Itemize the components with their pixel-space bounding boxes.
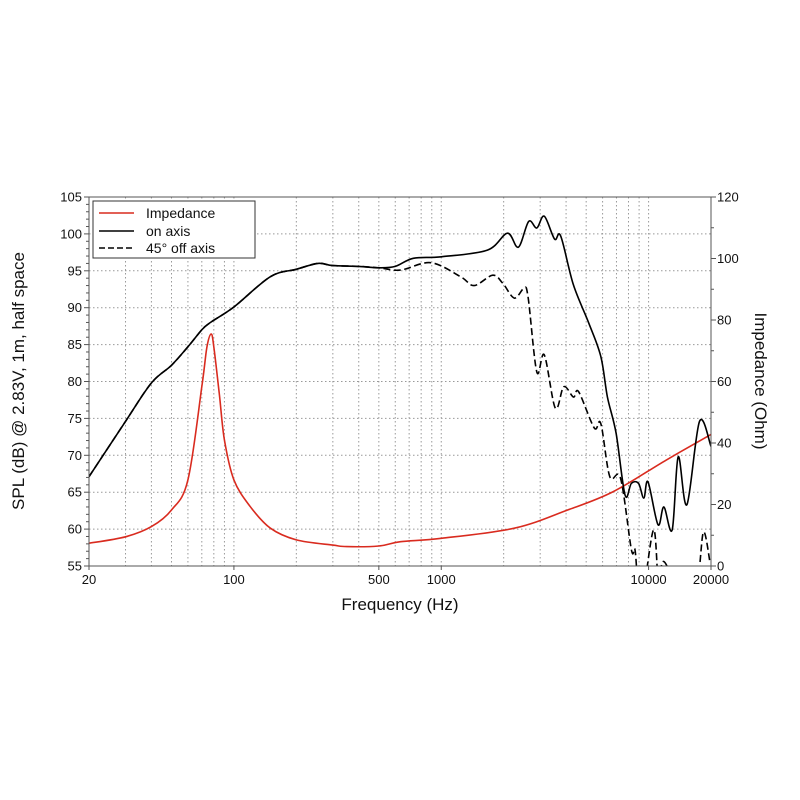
y2-tick-label: 80 [717,313,731,328]
y-tick-label: 105 [60,190,82,205]
y-tick-label: 80 [68,374,82,389]
y-tick-label: 100 [60,226,82,241]
x-tick-label: 10000 [631,572,667,587]
x-tick-label: 100 [223,572,245,587]
x-axis-title: Frequency (Hz) [341,595,458,614]
y2-tick-label: 60 [717,374,731,389]
y-tick-label: 85 [68,337,82,352]
legend-label-impedance: Impedance [146,205,215,221]
y-tick-label: 60 [68,522,82,537]
y2-tick-label: 40 [717,436,731,451]
y-tick-label: 65 [68,485,82,500]
legend: Impedance on axis 45° off axis [92,200,256,259]
x-tick-label: 500 [368,572,390,587]
legend-label-off-axis: 45° off axis [146,240,215,256]
y-tick-label: 70 [68,448,82,463]
series-line-45-off-axis [89,261,711,566]
plot-frame [88,196,712,567]
y-tick-label: 95 [68,263,82,278]
x-tick-label: 20 [82,572,96,587]
series-line-impedance [89,333,711,548]
y-tick-label: 75 [68,411,82,426]
series-group [89,215,711,566]
y2-tick-label: 120 [717,190,739,205]
y2-tick-label: 20 [717,497,731,512]
y2-axis-title: Impedance (Ohm) [751,313,770,450]
y-tick-label: 55 [68,559,82,574]
y2-tick-label: 100 [717,251,739,266]
y-tick-label: 90 [68,300,82,315]
x-tick-label: 1000 [427,572,456,587]
series-line-on-axis [89,215,711,533]
legend-label-on-axis: on axis [146,223,190,239]
x-tick-label: 20000 [693,572,729,587]
y2-tick-label: 0 [717,559,724,574]
axis-ticks: 55 60 65 70 75 80 85 90 95 100 105 0 20 40 60 80 100 120 2… [60,190,738,588]
y-axis-title: SPL (dB) @ 2.83V, 1m, half space [9,252,28,510]
